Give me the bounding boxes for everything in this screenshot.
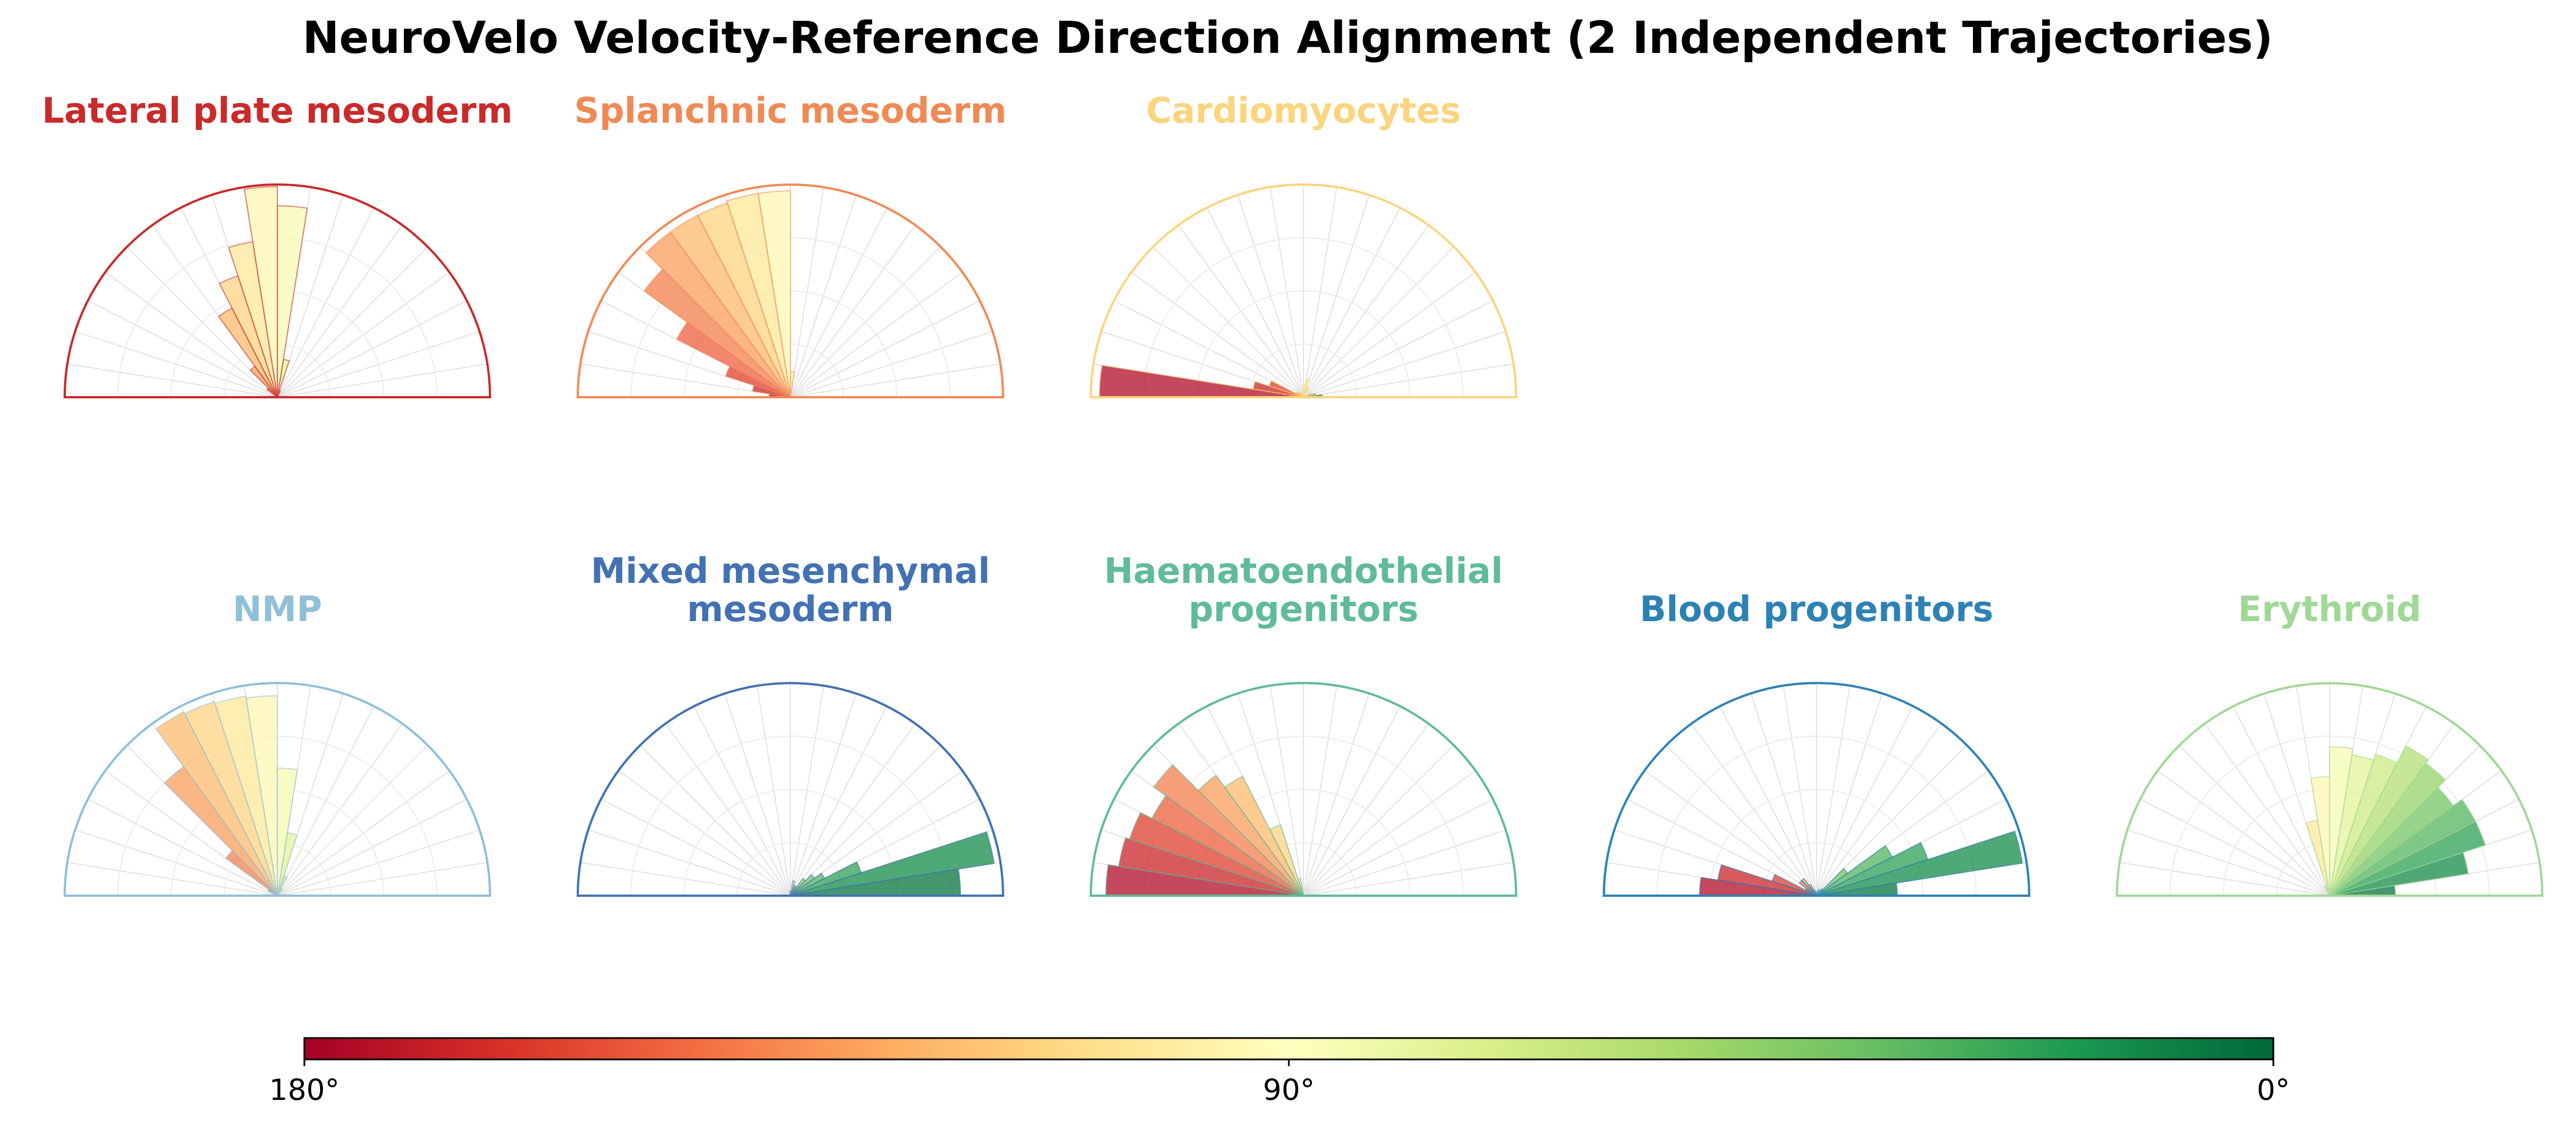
colorbar-gradient [303, 1037, 2274, 1061]
direction-bin-bar [224, 850, 278, 896]
direction-bin-bar [267, 888, 278, 896]
polar-frame [2115, 682, 2544, 897]
colorbar-tick-label: 90° [1263, 1073, 1315, 1107]
polar-panel: Splanchnic mesoderm [574, 90, 1007, 398]
polar-frame [1602, 682, 2031, 897]
colorbar: 180° 90° 0° [269, 1037, 2290, 1107]
radial-gridline [1656, 735, 1977, 896]
panel-title: Cardiomyocytes [1146, 90, 1461, 131]
direction-bin-bar [1816, 830, 2024, 896]
direction-bin-bar [2305, 819, 2330, 896]
direction-bin-bar [164, 766, 278, 896]
direction-bin-bar [1303, 378, 1310, 398]
polar-panel: Erythroid [2115, 589, 2544, 897]
radial-gridline [1197, 290, 1410, 398]
panel-title: Lateral plate mesoderm [42, 90, 513, 131]
direction-bin-bar [155, 711, 278, 896]
panel-title: Erythroid [2238, 589, 2421, 630]
direction-bin-bar [266, 387, 278, 398]
colorbar-tick-label: 0° [2256, 1073, 2290, 1107]
direction-bin-bar [218, 307, 278, 398]
direction-bin-bar [645, 231, 791, 398]
panel-title: NMP [232, 589, 322, 630]
panel-title: Mixed mesenchymal mesoderm [591, 550, 990, 630]
chart-title: NeuroVelo Velocity-Reference Direction A… [303, 13, 2273, 64]
radial-gridline [684, 789, 897, 896]
direction-bin-bar [676, 321, 791, 398]
direction-bin-bar [2329, 745, 2429, 896]
radial-gridline [630, 735, 951, 896]
direction-bin-bar [1153, 764, 1304, 896]
direction-bin-bar [643, 268, 791, 398]
direction-bin-bar [1816, 842, 1928, 896]
direction-bin-bar [725, 365, 791, 398]
direction-bin-bar [2329, 753, 2398, 896]
panel-title: Haematoendothelial progenitors [1104, 550, 1503, 630]
polar-frame [576, 682, 1005, 897]
direction-bin-bar [1816, 844, 1894, 896]
panels: Lateral plate mesoderm Splanchnic mesoder… [42, 90, 2544, 897]
radial-gridline [1249, 343, 1357, 398]
direction-bin-bar [752, 384, 791, 398]
polar-panel: NMP [63, 589, 492, 897]
polar-panel: Haematoendothelial progenitors [1089, 550, 1518, 897]
polar-frame [1089, 183, 1518, 398]
panel-title: Splanchnic mesoderm [574, 90, 1007, 131]
radial-gridline [1710, 789, 1923, 896]
direction-bin-bar [2324, 884, 2330, 896]
radial-gridline [1143, 237, 1464, 398]
direction-bin-bar [790, 831, 995, 896]
polar-panel: Lateral plate mesoderm [42, 90, 513, 398]
polar-frame [1089, 682, 1518, 897]
polar-frame [576, 183, 1005, 398]
direction-bin-bar [726, 192, 791, 398]
direction-bin-bar [218, 275, 278, 398]
polar-frame [63, 183, 492, 398]
direction-bin-bar [1816, 868, 1849, 896]
direction-bin-bar [2329, 798, 2476, 896]
direction-bin-bar [2329, 746, 2354, 896]
panel-title: Blood progenitors [1640, 589, 1994, 630]
direction-bin-bar [249, 365, 278, 398]
polar-frame [63, 682, 492, 897]
colorbar-tick-label: 180° [269, 1073, 339, 1107]
polar-panel: Cardiomyocytes [1089, 90, 1518, 398]
polar-panel: Mixed mesenchymal mesoderm [576, 550, 1005, 897]
polar-panel: Blood progenitors [1602, 589, 2031, 897]
